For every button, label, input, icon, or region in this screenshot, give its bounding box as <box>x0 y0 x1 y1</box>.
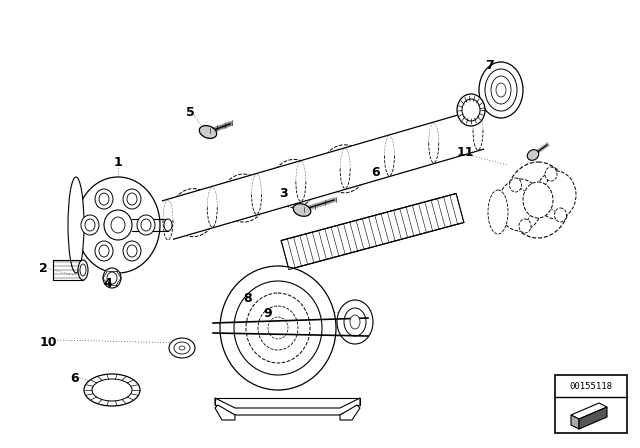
Ellipse shape <box>293 204 311 216</box>
Ellipse shape <box>527 150 539 160</box>
Ellipse shape <box>111 217 125 233</box>
Text: 2: 2 <box>38 262 47 275</box>
Ellipse shape <box>107 272 117 284</box>
Text: 6: 6 <box>372 165 380 178</box>
Ellipse shape <box>545 167 557 181</box>
Ellipse shape <box>506 162 570 238</box>
Text: 8: 8 <box>244 292 252 305</box>
Text: 7: 7 <box>486 59 494 72</box>
Ellipse shape <box>164 219 172 231</box>
Text: 11: 11 <box>456 146 474 159</box>
Ellipse shape <box>123 241 141 261</box>
Ellipse shape <box>268 317 288 339</box>
Ellipse shape <box>350 315 360 329</box>
Ellipse shape <box>92 379 132 401</box>
Ellipse shape <box>78 260 88 280</box>
Ellipse shape <box>174 342 190 354</box>
Ellipse shape <box>127 245 137 257</box>
Ellipse shape <box>103 268 121 288</box>
Ellipse shape <box>246 293 310 363</box>
Text: 9: 9 <box>264 306 272 319</box>
Text: 6: 6 <box>70 371 79 384</box>
Ellipse shape <box>171 189 215 237</box>
Ellipse shape <box>337 300 373 344</box>
Ellipse shape <box>169 338 195 358</box>
Ellipse shape <box>496 83 506 97</box>
Text: 4: 4 <box>104 276 113 289</box>
Polygon shape <box>163 111 484 239</box>
Ellipse shape <box>519 219 531 233</box>
Ellipse shape <box>485 69 517 111</box>
Ellipse shape <box>84 374 140 406</box>
Polygon shape <box>579 407 607 429</box>
Polygon shape <box>215 398 360 415</box>
Ellipse shape <box>123 189 141 209</box>
Ellipse shape <box>457 94 485 126</box>
Ellipse shape <box>272 159 316 207</box>
Polygon shape <box>281 194 464 270</box>
Ellipse shape <box>104 210 132 240</box>
Ellipse shape <box>498 179 542 231</box>
Ellipse shape <box>479 62 523 118</box>
Ellipse shape <box>488 190 508 234</box>
Ellipse shape <box>234 281 322 375</box>
Ellipse shape <box>80 264 86 276</box>
Ellipse shape <box>323 145 366 193</box>
Ellipse shape <box>141 219 151 231</box>
Ellipse shape <box>258 306 298 350</box>
Polygon shape <box>571 415 579 429</box>
Ellipse shape <box>99 245 109 257</box>
Ellipse shape <box>81 215 99 235</box>
Ellipse shape <box>199 125 217 138</box>
Text: 10: 10 <box>39 336 57 349</box>
Polygon shape <box>340 405 360 420</box>
Ellipse shape <box>344 308 366 336</box>
Text: 1: 1 <box>114 155 122 168</box>
Ellipse shape <box>95 189 113 209</box>
Ellipse shape <box>554 208 566 222</box>
Ellipse shape <box>137 215 155 235</box>
Polygon shape <box>215 405 235 420</box>
Ellipse shape <box>220 266 336 390</box>
Ellipse shape <box>179 346 185 350</box>
Ellipse shape <box>462 99 480 121</box>
Text: 3: 3 <box>278 186 287 199</box>
Ellipse shape <box>509 178 522 192</box>
Ellipse shape <box>523 182 553 218</box>
Ellipse shape <box>95 241 113 261</box>
Bar <box>555 375 627 433</box>
Text: 5: 5 <box>186 105 195 119</box>
Ellipse shape <box>536 171 576 219</box>
Ellipse shape <box>127 193 137 205</box>
Polygon shape <box>571 403 607 419</box>
Ellipse shape <box>99 193 109 205</box>
Ellipse shape <box>221 174 266 222</box>
Ellipse shape <box>85 219 95 231</box>
Ellipse shape <box>76 177 160 273</box>
Ellipse shape <box>491 76 511 104</box>
Text: 00155118: 00155118 <box>570 382 612 391</box>
Ellipse shape <box>68 177 84 273</box>
